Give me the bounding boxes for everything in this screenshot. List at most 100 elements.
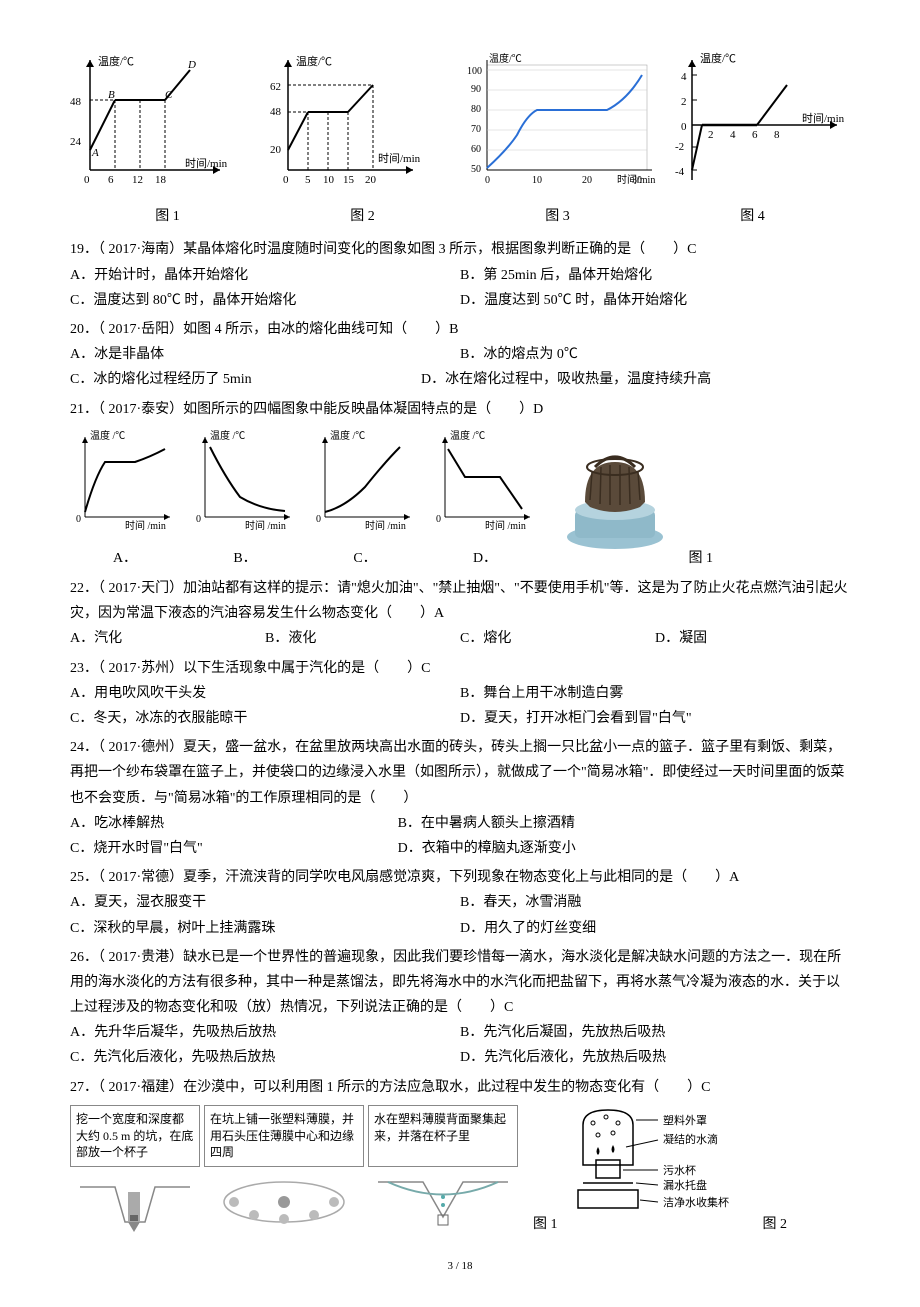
- chart1: 温度/℃ 时间/min 48 24 0 6 12 18 A B C D: [70, 50, 253, 199]
- svg-text:温度/℃: 温度/℃: [98, 54, 134, 68]
- q27-fig1a-icon: [70, 1167, 200, 1237]
- svg-text:0: 0: [316, 514, 321, 525]
- q23-B: B．舞台上用干冰制造白雾: [460, 681, 850, 706]
- svg-text:30: 30: [632, 175, 642, 186]
- q26-C: C．先汽化后液化，先吸热后放热: [70, 1045, 460, 1070]
- q21-label-C: C．: [310, 546, 420, 571]
- q24-A: A．吃冰棒解热: [70, 811, 398, 836]
- svg-text:A: A: [91, 147, 99, 159]
- svg-text:50: 50: [471, 164, 481, 175]
- svg-text:温度 /℃: 温度 /℃: [330, 429, 365, 442]
- svg-text:0: 0: [196, 514, 201, 525]
- q21-diagrams: 温度 /℃ 时间 /min 0 A． 温度 /℃ 时间 /min 0 B． 温度 /…: [70, 427, 850, 571]
- svg-text:时间/min: 时间/min: [378, 152, 421, 165]
- q25-stem: 25．（ 2017·常德）夏季，汗流浃背的同学吹电风扇感觉凉爽，下列现象在物态变…: [70, 865, 850, 890]
- svg-text:18: 18: [155, 174, 167, 186]
- q22-D: D．凝固: [655, 626, 850, 651]
- svg-text:洁净水收集杯: 洁净水收集杯: [663, 1195, 729, 1209]
- q24-B: B．在中暑病人额头上擦酒精: [398, 811, 850, 836]
- q27-desc2: 在坑上铺一张塑料薄膜，并用石头压住薄膜中心和边缘四周: [204, 1105, 364, 1167]
- chart4: 温度/℃ 时间/min 4 2 0 -2 -4 2 4 6 8: [667, 50, 850, 199]
- q24-C: C．烧开水时冒"白气": [70, 836, 398, 861]
- svg-text:时间 /min: 时间 /min: [125, 519, 166, 532]
- svg-text:温度/℃: 温度/℃: [296, 54, 332, 68]
- q24: 24．（ 2017·德州）夏天，盛一盆水，在盆里放两块高出水面的砖头，砖头上搁一…: [70, 735, 850, 861]
- q26-D: D．先汽化后液化，先放热后吸热: [460, 1045, 850, 1070]
- chart3-label: 图 3: [545, 204, 570, 229]
- q20-A: A．冰是非晶体: [70, 342, 460, 367]
- svg-text:90: 90: [471, 84, 481, 95]
- svg-text:0: 0: [76, 514, 81, 525]
- q26-stem: 26．（ 2017·贵港）缺水已是一个世界性的普遍现象，因此我们要珍惜每一滴水，…: [70, 945, 850, 1021]
- q23-D: D．夏天，打开冰柜门会看到冒"白气": [460, 706, 850, 731]
- q21-fig1-label: 图 1: [689, 546, 714, 571]
- svg-text:温度 /℃: 温度 /℃: [450, 429, 485, 442]
- svg-text:0: 0: [485, 175, 490, 186]
- svg-text:12: 12: [132, 174, 143, 186]
- svg-text:温度 /℃: 温度 /℃: [90, 429, 125, 442]
- q27-fig2: 塑料外罩 凝结的水滴 污水杯 漏水托盘 洁净水收集杯: [568, 1105, 748, 1237]
- q20-D: D．冰在熔化过程中，吸收热量，温度持续升高: [421, 367, 850, 392]
- svg-text:2: 2: [708, 129, 714, 141]
- q19-stem: 19．（ 2017·海南）某晶体熔化时温度随时间变化的图象如图 3 所示，根据图…: [70, 237, 850, 262]
- q27-desc3: 水在塑料薄膜背面聚集起来，并落在杯子里: [368, 1105, 518, 1167]
- q19-C: C．温度达到 80℃ 时，晶体开始熔化: [70, 288, 460, 313]
- svg-text:时间 /min: 时间 /min: [245, 519, 286, 532]
- q20-B: B．冰的熔点为 0℃: [460, 342, 850, 367]
- svg-text:4: 4: [681, 71, 687, 83]
- svg-text:B: B: [108, 89, 115, 101]
- svg-text:10: 10: [532, 175, 542, 186]
- q21: 21．（ 2017·泰安）如图所示的四幅图象中能反映晶体凝固特点的是（ ）D 温…: [70, 397, 850, 572]
- svg-text:时间 /min: 时间 /min: [485, 519, 526, 532]
- q21-label-A: A．: [70, 546, 180, 571]
- svg-text:温度/℃: 温度/℃: [700, 51, 736, 65]
- svg-text:D: D: [187, 59, 196, 71]
- svg-text:温度 /℃: 温度 /℃: [210, 429, 245, 442]
- svg-text:凝结的水滴: 凝结的水滴: [663, 1132, 718, 1146]
- svg-text:漏水托盘: 漏水托盘: [663, 1178, 707, 1192]
- svg-text:8: 8: [774, 129, 780, 141]
- q26-B: B．先汽化后凝固，先放热后吸热: [460, 1020, 850, 1045]
- q21-label-D: D．: [430, 546, 540, 571]
- q19-B: B．第 25min 后，晶体开始熔化: [460, 263, 850, 288]
- q19-A: A．开始计时，晶体开始熔化: [70, 263, 460, 288]
- chart4-label: 图 4: [740, 204, 765, 229]
- svg-text:0: 0: [84, 174, 90, 186]
- svg-text:20: 20: [270, 144, 282, 156]
- svg-text:2: 2: [681, 96, 687, 108]
- svg-text:48: 48: [70, 96, 82, 108]
- svg-text:100: 100: [467, 66, 482, 77]
- svg-text:时间 /min: 时间 /min: [365, 519, 406, 532]
- q27-fig1c-icon: [368, 1167, 518, 1237]
- q20-C: C．冰的熔化过程经历了 5min: [70, 367, 421, 392]
- svg-text:温度/℃: 温度/℃: [489, 52, 522, 65]
- svg-text:-2: -2: [675, 141, 684, 153]
- svg-text:15: 15: [343, 174, 355, 186]
- q22-B: B．液化: [265, 626, 460, 651]
- q27-fig1-label: 图 1: [533, 1212, 558, 1237]
- q25: 25．（ 2017·常德）夏季，汗流浃背的同学吹电风扇感觉凉爽，下列现象在物态变…: [70, 865, 850, 941]
- page-footer: 3 / 18: [70, 1257, 850, 1277]
- svg-text:24: 24: [70, 136, 82, 148]
- q27-fig2-label: 图 2: [763, 1212, 788, 1237]
- q23-stem: 23．（ 2017·苏州）以下生活现象中属于汽化的是（ ）C: [70, 656, 850, 681]
- q22-A: A．汽化: [70, 626, 265, 651]
- q25-D: D．用久了的灯丝变细: [460, 916, 850, 941]
- q21-label-B: B．: [190, 546, 300, 571]
- svg-text:70: 70: [471, 124, 481, 135]
- chart2: 温度/℃ 时间/min 62 48 20 0 5 10 15 20: [263, 50, 446, 199]
- q22-stem: 22．（ 2017·天门）加油站都有这样的提示：请"熄火加油"、"禁止抽烟"、"…: [70, 576, 850, 626]
- svg-text:0: 0: [436, 514, 441, 525]
- q26: 26．（ 2017·贵港）缺水已是一个世界性的普遍现象，因此我们要珍惜每一滴水，…: [70, 945, 850, 1071]
- q22: 22．（ 2017·天门）加油站都有这样的提示：请"熄火加油"、"禁止抽烟"、"…: [70, 576, 850, 652]
- svg-text:0: 0: [681, 121, 687, 133]
- basket-image: 图 1: [550, 432, 713, 571]
- svg-text:-4: -4: [675, 166, 685, 178]
- q22-C: C．熔化: [460, 626, 655, 651]
- q25-A: A．夏天，湿衣服变干: [70, 890, 460, 915]
- q23-A: A．用电吹风吹干头发: [70, 681, 460, 706]
- q23-C: C．冬天，冰冻的衣服能晾干: [70, 706, 460, 731]
- q26-A: A．先升华后凝华，先吸热后放热: [70, 1020, 460, 1045]
- svg-text:20: 20: [582, 175, 592, 186]
- q19-D: D．温度达到 50℃ 时，晶体开始熔化: [460, 288, 850, 313]
